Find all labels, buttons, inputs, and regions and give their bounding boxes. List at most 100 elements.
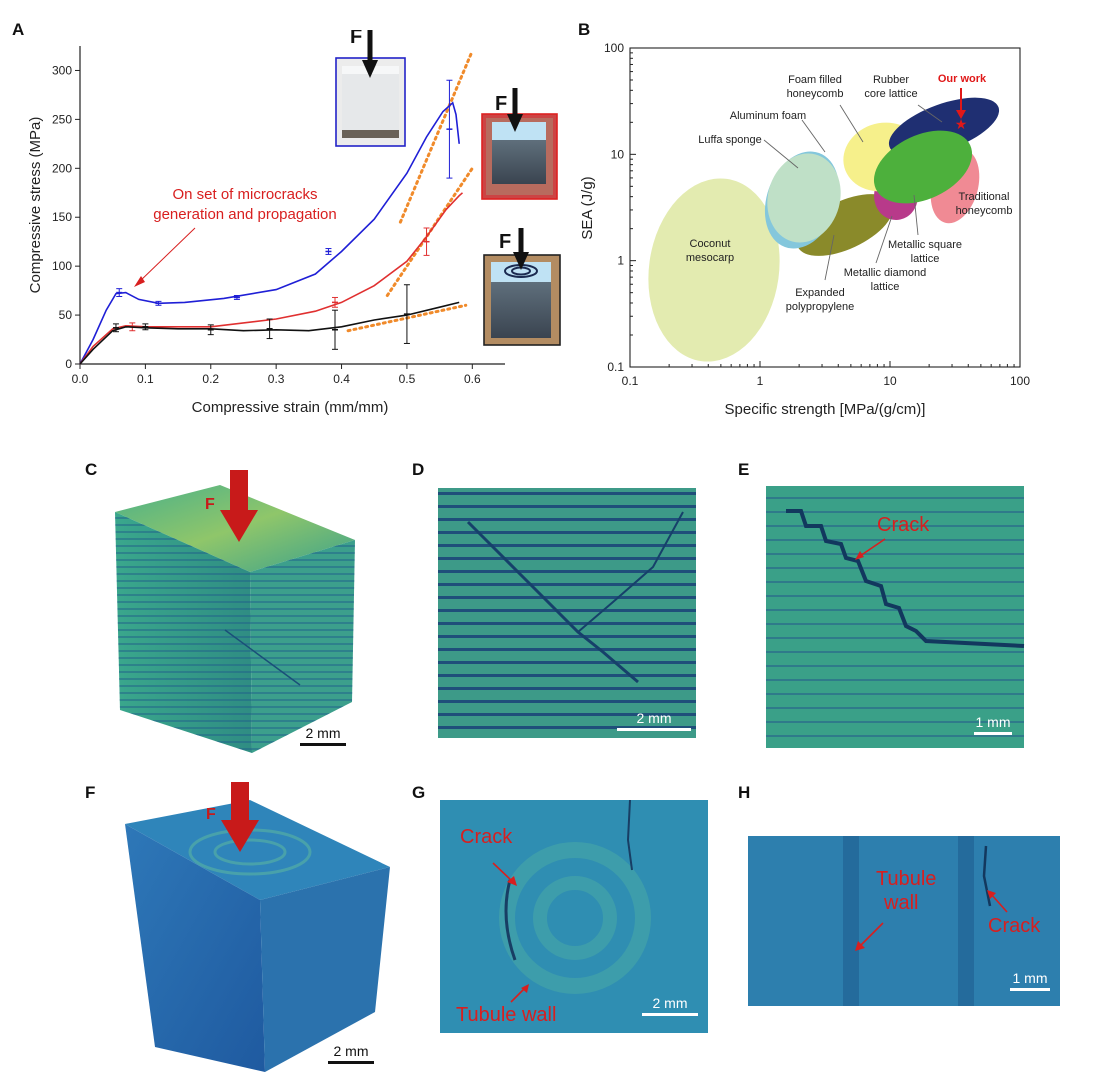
d-section-body [438,488,696,738]
b-y-tick-label: 10 [611,147,625,161]
a-series-black-errorbar [112,323,119,333]
a-force-label-1: F [350,30,362,48]
a-x-tick-label: 0.6 [464,372,481,386]
stress-strain-chart: 0.0 0.1 0.2 0.3 0.4 0.5 0.6 0 50 100 150 200 250 300… [27,30,561,416]
label-traditional-2: honeycomb [956,205,1013,217]
a-y-tick-label: 0 [65,357,72,371]
label-luffa: Luffa sponge [698,134,761,146]
leader-luffa [763,139,799,169]
h-closeup-body [748,836,1060,1006]
region-metallic-square-lattice [873,130,973,204]
g-crack-label: Crack [460,826,513,848]
g-wall-arrow-icon [510,984,529,1003]
c-cube-side-stripes [250,540,355,753]
a-x-tick-label: 0.2 [202,372,219,386]
a-series-black-errorbar [403,284,410,344]
a-y-tick-label: 150 [52,210,72,224]
label-square-2: lattice [911,253,940,265]
a-annotation-arrowhead [134,276,145,287]
f-force-label: F [206,806,216,823]
c-crack [224,629,301,686]
b-y-tick-label: 100 [604,41,624,55]
g-scale-bar: 2 mm [642,995,698,1016]
a-series-blue-errorbar [446,79,453,179]
e-scale-bar: 1 mm [974,714,1012,735]
b-x-tick-label: 0.1 [622,374,639,388]
a-force-label-3: F [499,231,511,253]
d-scale-line [617,728,691,731]
label-diamond-1: Metallic diamond [844,267,927,279]
a-y-axis-label: Compressive stress (MPa) [27,117,44,294]
f-force-arrowhead [221,820,259,852]
a-tangent-line [398,49,474,224]
h-crack-arrow-icon [987,890,1008,913]
g-section-body [440,800,708,1033]
label-traditional-1: Traditional [959,191,1010,203]
a-series-black-line [79,301,460,365]
leader-foam-filled [839,104,864,143]
e-scale-line [974,732,1012,735]
e-scale-text: 1 mm [975,714,1011,730]
label-expanded-2: polypropylene [786,301,855,313]
a-annotation-line2: generation and propagation [153,206,337,223]
h-tubule-wall-label-2: wall [884,892,919,914]
f-force-arrow [231,782,249,822]
e-crack-arrow-icon [855,538,886,560]
b-y-tick-label: 0.1 [607,360,624,374]
d-scale-text: 2 mm [636,710,672,726]
a-y-tick-label: 50 [59,308,73,322]
a-y-tick-label: 250 [52,112,72,126]
h-scale-bar: 1 mm [1010,970,1050,991]
leader-aluminum [801,119,826,153]
g-crack-arrow-icon [492,862,517,886]
ct-section-tubular [440,800,708,1033]
label-rubber-1: Rubber [873,74,909,86]
ct-tubule-closeup [748,836,1060,1006]
panel-letter-e: E [738,460,750,479]
b-y-tick-label: 1 [617,254,624,268]
a-inset-tubular-cube [483,254,561,346]
f-cube-front [125,824,265,1072]
a-x-tick-label: 0.1 [137,372,154,386]
h-scale-text: 1 mm [1012,970,1048,986]
ct-cube-layered: F [115,470,355,753]
h-tubule-wall-left [843,836,859,1006]
panel-letter-h: H [738,783,751,802]
b-plot-frame [629,47,1021,368]
h-tubule-wall-right [958,836,974,1006]
a-tangent-line [385,166,474,298]
leader-square [913,194,919,236]
label-square-1: Metallic square [888,239,962,251]
g-tubule-wall-label: Tubule wall [456,1004,557,1026]
region-luffa-sponge [767,153,841,243]
label-aluminum: Aluminum foam [730,110,806,122]
b-x-tick-label: 1 [757,374,764,388]
e-closeup-body [766,486,1024,748]
sea-strength-chart: 0.1 1 10 100 0.1 1 10 100 Specific strength [M… [579,41,1030,418]
label-diamond-2: lattice [871,281,900,293]
d-crack-path-2 [577,511,684,633]
e-crack-label: Crack [877,514,930,536]
a-series-red-errorbar [332,296,338,308]
a-x-axis-label: Compressive strain (mm/mm) [192,399,389,416]
c-scale-line [300,743,346,746]
leader-rubber [917,104,943,123]
leader-diamond [875,215,893,264]
a-x-tick-label: 0.0 [72,372,89,386]
b-x-tick-label: 100 [1010,374,1030,388]
our-work-arrowhead [956,110,966,119]
a-force-arrowhead-3 [513,252,529,270]
a-y-tick-label: 300 [52,63,72,77]
g-scale-line [642,1013,698,1016]
h-wall-arrow-icon [855,922,884,951]
g-scale-text: 2 mm [652,995,688,1011]
a-series-black-errorbar [266,318,273,340]
a-series-blue-errorbar [116,288,123,297]
label-foam-filled-2: honeycomb [787,88,844,100]
b-y-axis-label: SEA (J/g) [579,176,596,239]
f-scale-text: 2 mm [333,1043,369,1059]
f-tubule-ring-inner [213,838,287,866]
a-series-blue-errorbar [325,248,332,255]
a-series-black-errorbar [332,309,338,350]
label-coconut-2: mesocarp [686,252,734,264]
